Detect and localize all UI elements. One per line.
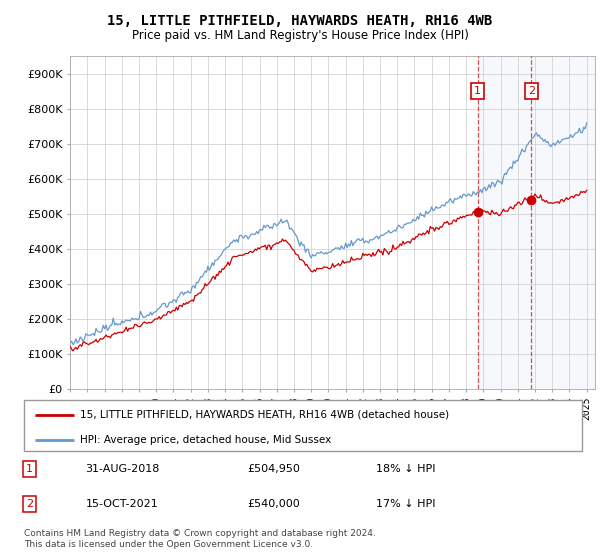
Text: 18% ↓ HPI: 18% ↓ HPI xyxy=(376,464,435,474)
Text: Contains HM Land Registry data © Crown copyright and database right 2024.
This d: Contains HM Land Registry data © Crown c… xyxy=(24,529,376,549)
Text: Price paid vs. HM Land Registry's House Price Index (HPI): Price paid vs. HM Land Registry's House … xyxy=(131,29,469,42)
Text: 1: 1 xyxy=(474,86,481,96)
Text: 17% ↓ HPI: 17% ↓ HPI xyxy=(376,499,435,509)
Text: 2: 2 xyxy=(528,86,535,96)
Text: 31-AUG-2018: 31-AUG-2018 xyxy=(85,464,160,474)
Text: 2: 2 xyxy=(26,499,33,509)
Text: 15-OCT-2021: 15-OCT-2021 xyxy=(85,499,158,509)
Text: 15, LITTLE PITHFIELD, HAYWARDS HEATH, RH16 4WB: 15, LITTLE PITHFIELD, HAYWARDS HEATH, RH… xyxy=(107,14,493,28)
Text: 15, LITTLE PITHFIELD, HAYWARDS HEATH, RH16 4WB (detached house): 15, LITTLE PITHFIELD, HAYWARDS HEATH, RH… xyxy=(80,409,449,419)
Text: HPI: Average price, detached house, Mid Sussex: HPI: Average price, detached house, Mid … xyxy=(80,435,331,445)
Text: £540,000: £540,000 xyxy=(247,499,300,509)
Bar xyxy=(478,56,595,389)
Text: £504,950: £504,950 xyxy=(247,464,300,474)
Text: 1: 1 xyxy=(26,464,33,474)
